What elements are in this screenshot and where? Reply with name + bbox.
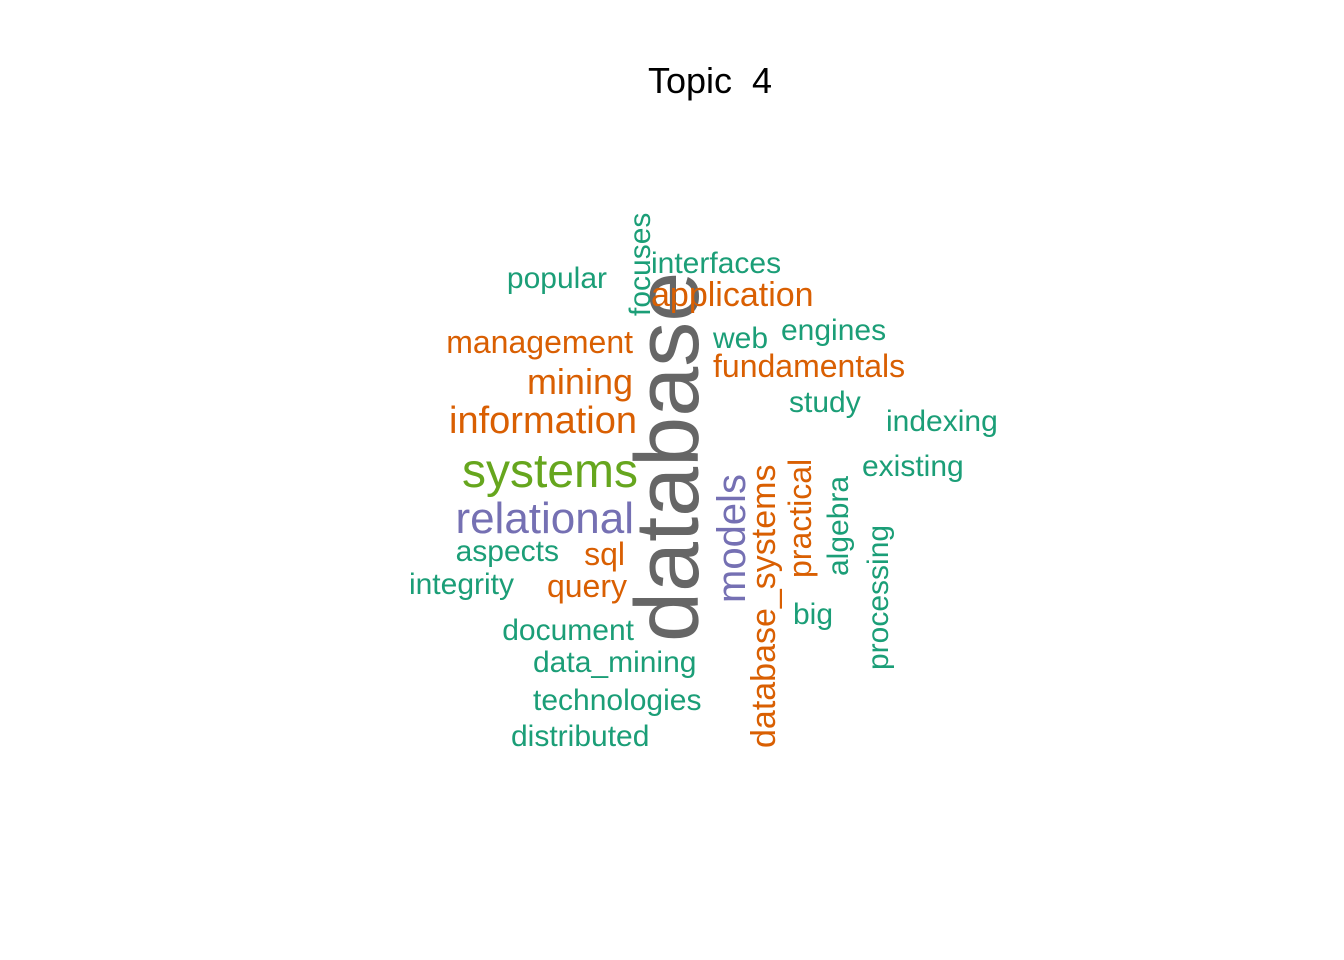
word-information: information — [449, 400, 637, 442]
word-database: database — [618, 272, 718, 642]
word-indexing: indexing — [886, 405, 998, 438]
word-algebra: algebra — [822, 476, 855, 576]
word-application: application — [651, 276, 814, 314]
word-focuses: focuses — [624, 213, 657, 316]
word-web: web — [712, 322, 768, 355]
word-distributed: distributed — [511, 720, 649, 753]
word-big: big — [793, 598, 833, 631]
word-existing: existing — [862, 450, 964, 483]
word-popular: popular — [507, 262, 607, 295]
word-document: document — [502, 614, 634, 647]
word-study: study — [789, 386, 861, 419]
word-aspects: aspects — [456, 535, 559, 568]
word-fundamentals: fundamentals — [713, 348, 905, 384]
word-practical: practical — [782, 459, 818, 578]
word-models: models — [710, 474, 754, 603]
word-processing: processing — [862, 525, 895, 670]
word-query: query — [547, 568, 627, 604]
word-data-mining: data_mining — [533, 646, 696, 679]
word-technologies: technologies — [533, 684, 701, 717]
plot-title: Topic 4 — [647, 60, 773, 101]
word-sql: sql — [584, 536, 625, 572]
word-relational: relational — [455, 494, 634, 543]
word-mining: mining — [527, 361, 633, 402]
word-engines: engines — [781, 314, 886, 347]
word-database-systems: database_systems — [745, 465, 783, 749]
word-interfaces: interfaces — [651, 247, 781, 280]
word-integrity: integrity — [409, 568, 514, 601]
word-systems: systems — [462, 445, 638, 498]
word-management: management — [446, 324, 633, 360]
